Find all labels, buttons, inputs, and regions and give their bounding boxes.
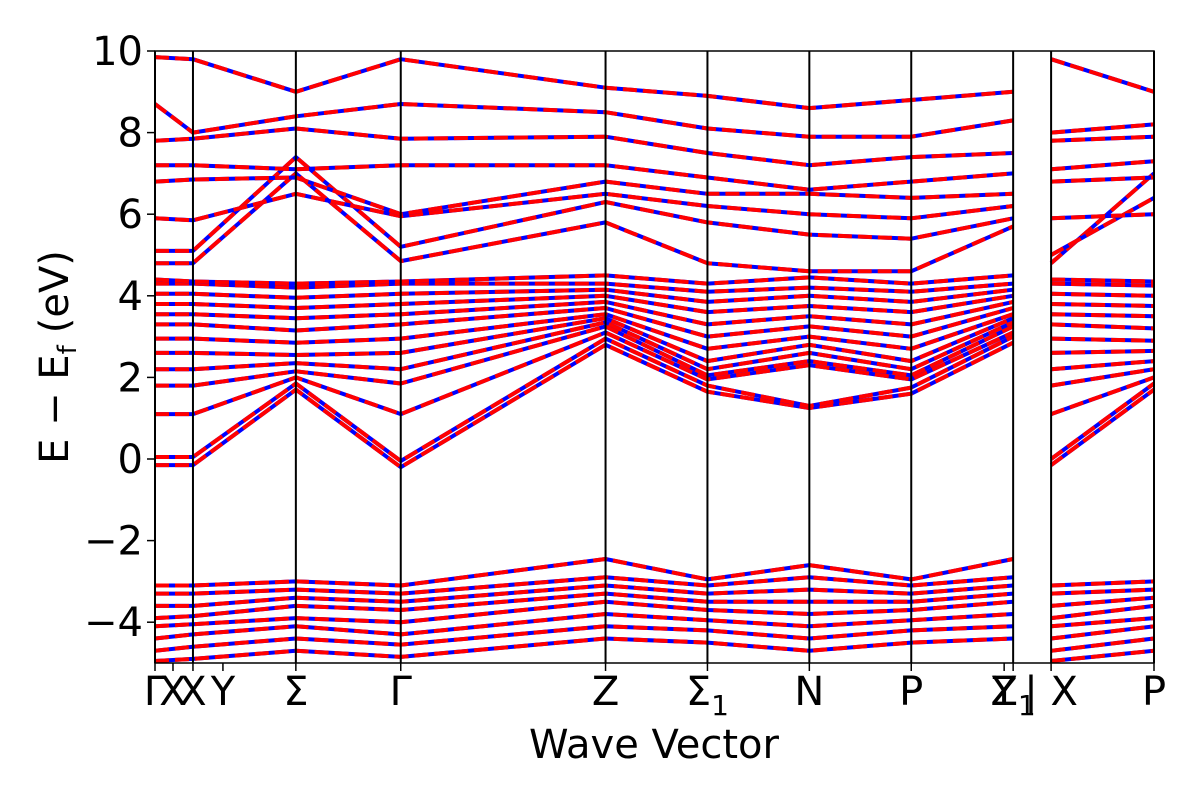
band-line-red-18 bbox=[155, 126, 1154, 168]
band-line-red-19 bbox=[155, 102, 1154, 139]
band-line-red-20 bbox=[155, 55, 1154, 111]
x-tick-label-8: N bbox=[794, 669, 824, 715]
x-tick-label-0: Γ bbox=[144, 669, 167, 715]
x-tick-label-13: P bbox=[1142, 669, 1166, 715]
y-axis-label: E − Ef (eV) bbox=[32, 250, 83, 464]
y-tick-label: 6 bbox=[118, 192, 143, 238]
band-line-red-16 bbox=[155, 175, 1154, 217]
bands-layer bbox=[155, 55, 1154, 663]
x-tick-label-10: Y bbox=[991, 669, 1017, 715]
y-tick-label: −2 bbox=[84, 519, 143, 565]
plot-frame bbox=[154, 50, 1155, 664]
y-tick-label: −4 bbox=[84, 600, 143, 646]
y-axis: 10 8 6 4 2 0 −2 −4 bbox=[84, 29, 155, 646]
band-line-red-0 bbox=[155, 340, 1154, 470]
x-tick-label-11: Z1 bbox=[991, 669, 1036, 722]
band-line-blue-20 bbox=[155, 55, 1154, 111]
band-line-red-2 bbox=[155, 330, 1154, 417]
band-line-red-4 bbox=[155, 320, 1154, 372]
x-tick-label-5: Γ bbox=[390, 669, 413, 715]
y-tick-label: 4 bbox=[118, 274, 143, 320]
x-tick-label-9: P bbox=[899, 669, 923, 715]
y-axis-label-unit: (eV) bbox=[32, 250, 78, 333]
y-tick-label: 10 bbox=[92, 29, 143, 75]
x-tick-label-2: X bbox=[179, 669, 206, 715]
x-tick-label-4: Σ bbox=[283, 669, 308, 715]
x-axis-label: Wave Vector bbox=[529, 722, 780, 768]
x-tick-label-1: X bbox=[159, 669, 186, 715]
x-tick-label-6: Z bbox=[592, 669, 619, 715]
x-tick-label-3: Y bbox=[210, 669, 236, 715]
y-tick-label: 2 bbox=[118, 355, 143, 401]
y-axis-label-main: E − E bbox=[32, 354, 78, 464]
band-line-red-15 bbox=[155, 191, 1154, 223]
x-tick-label-12: | X bbox=[1024, 669, 1078, 715]
band-line-red-28 bbox=[155, 636, 1154, 663]
band-line-blue-18 bbox=[155, 126, 1154, 168]
y-tick-label: 0 bbox=[118, 437, 143, 483]
band-line-red-13 bbox=[155, 171, 1154, 274]
y-tick-label: 8 bbox=[118, 111, 143, 157]
y-axis-label-sub: f bbox=[53, 344, 83, 354]
x-tick-label-7: Σ1 bbox=[686, 669, 729, 722]
